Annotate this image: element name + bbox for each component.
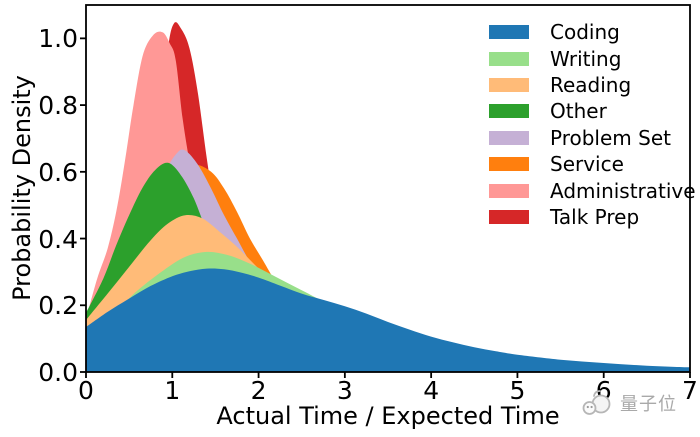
legend-swatch-icon xyxy=(489,104,529,119)
qbitai-mascot-icon xyxy=(582,390,611,415)
axis-ticks xyxy=(80,37,691,378)
legend-label: Writing xyxy=(550,46,622,71)
legend-label: Service xyxy=(550,152,624,177)
watermark: 量子位 xyxy=(580,389,677,417)
y-tick-label: 1.0 xyxy=(38,24,78,54)
legend-label: Administrative xyxy=(550,178,696,203)
legend-item-administrative: Administrative xyxy=(489,177,696,203)
legend-swatch-icon xyxy=(489,209,529,224)
legend-label: Other xyxy=(550,99,607,124)
legend-label: Problem Set xyxy=(550,125,671,150)
x-tick-label: 1 xyxy=(164,376,181,405)
legend-item-coding: Coding xyxy=(489,19,696,45)
legend-item-problem-set: Problem Set xyxy=(489,125,696,151)
legend-swatch-icon xyxy=(489,77,529,92)
watermark-text: 量子位 xyxy=(620,394,677,415)
y-tick-label: 0.8 xyxy=(38,91,78,121)
x-tick-label: 2 xyxy=(250,376,267,405)
plot-frame xyxy=(85,4,691,373)
y-axis-label: Probability Density xyxy=(8,75,36,301)
legend-item-writing: Writing xyxy=(489,45,696,71)
y-tick-label: 0.6 xyxy=(38,157,78,187)
legend-swatch-icon xyxy=(489,25,529,40)
legend: Coding Writing Reading Other Problem Set Serv… xyxy=(489,19,696,230)
x-tick-label: 0 xyxy=(78,376,94,405)
x-tick-label: 5 xyxy=(509,376,526,405)
legend-label: Coding xyxy=(550,20,620,45)
x-axis-label: Actual Time / Expected Time xyxy=(216,402,560,430)
x-tick-label: 3 xyxy=(336,376,353,405)
legend-item-service: Service xyxy=(489,151,696,177)
density-area-coding xyxy=(86,268,690,372)
legend-swatch-icon xyxy=(489,51,529,66)
legend-item-talk-prep: Talk Prep xyxy=(489,204,696,230)
legend-item-other: Other xyxy=(489,98,696,124)
y-tick-label: 0.0 xyxy=(38,358,78,387)
legend-swatch-icon xyxy=(489,183,529,198)
legend-swatch-icon xyxy=(489,157,529,172)
x-tick-label: 7 xyxy=(682,376,698,405)
density-areas xyxy=(86,22,690,372)
y-tick-label: 0.4 xyxy=(38,224,78,254)
legend-label: Talk Prep xyxy=(550,204,640,229)
y-tick-label: 0.2 xyxy=(38,291,78,321)
legend-label: Reading xyxy=(550,72,632,97)
legend-item-reading: Reading xyxy=(489,72,696,98)
legend-swatch-icon xyxy=(489,130,529,145)
x-tick-label: 4 xyxy=(423,376,440,405)
